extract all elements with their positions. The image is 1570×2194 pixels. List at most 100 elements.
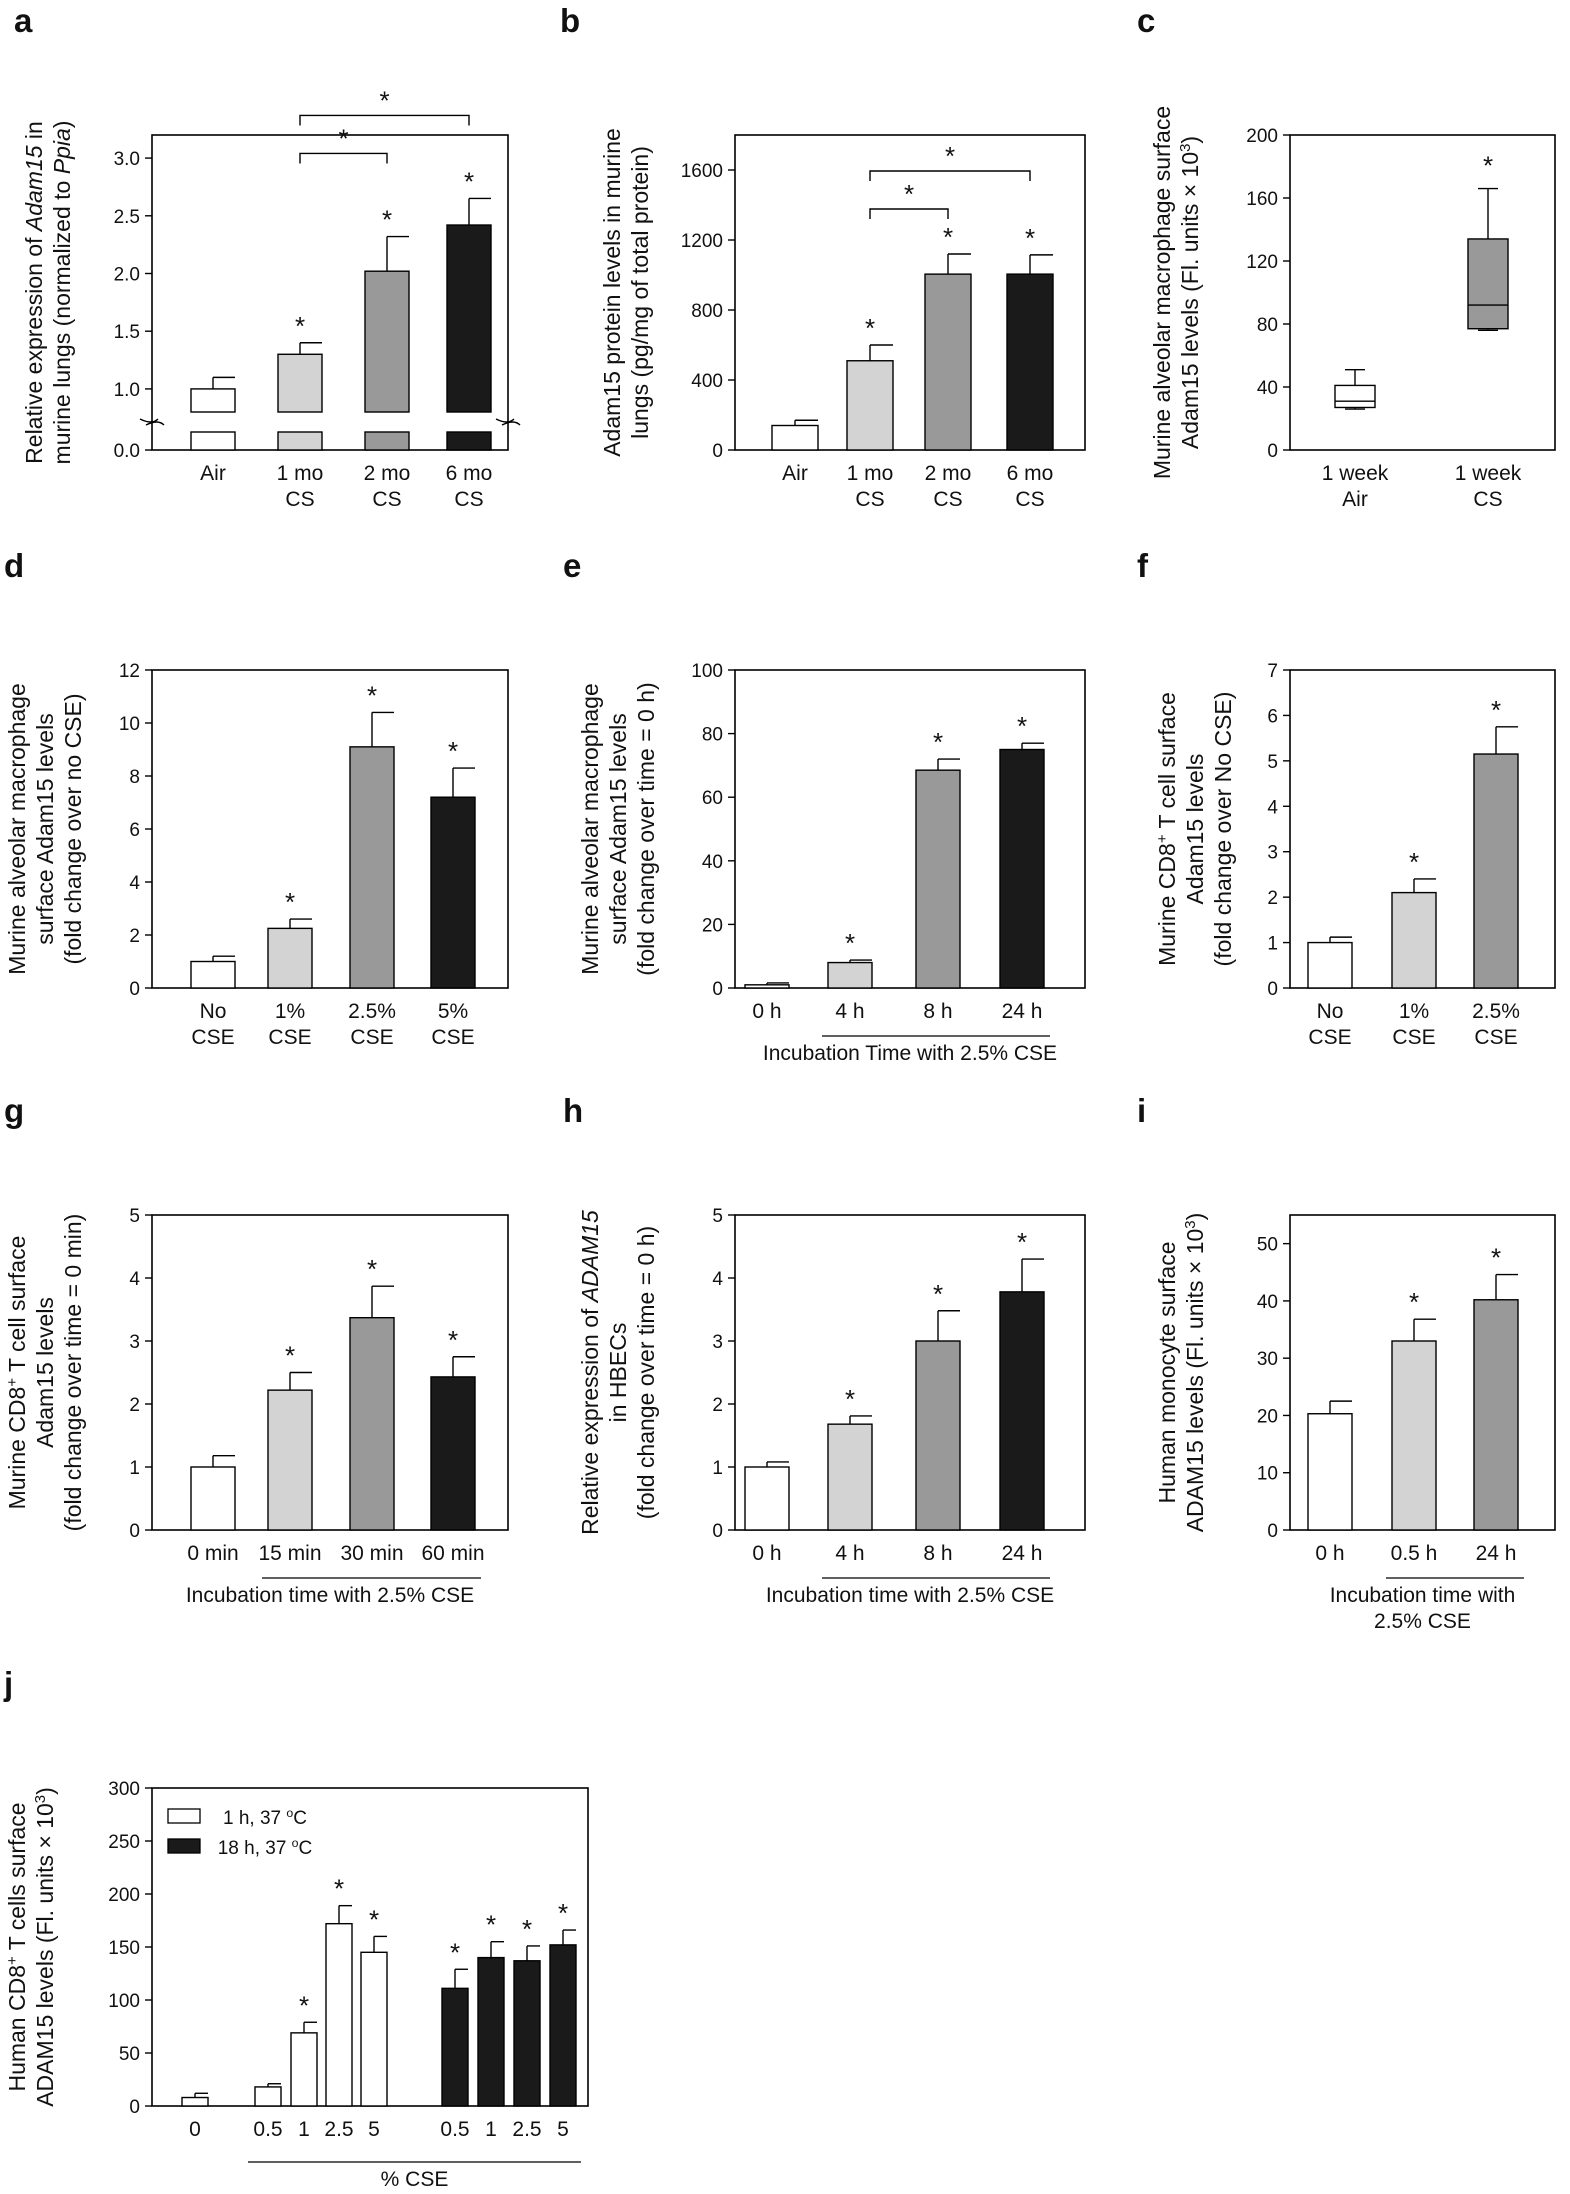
x-category-label: CS [1015,488,1044,511]
significance-star: * [522,1914,532,1944]
y-tick-label: 150 [108,1938,140,1959]
significance-star: * [1491,1243,1501,1273]
y-axis-label: Relative expression of Adam15 in [21,121,47,464]
y-axis-label: lungs (pg/mg of total protein) [627,146,653,439]
bar [267,1389,313,1531]
x-category-label: 0 h [1315,1542,1344,1565]
bar [549,1944,577,2107]
significance-star: * [285,1341,295,1371]
bar [915,1340,961,1531]
x-category-label: 0 h [752,1000,781,1023]
plot-frame [151,1214,509,1531]
bar [999,748,1045,989]
axis-break-mark [145,421,165,426]
significance-star: * [845,928,855,958]
significance-star: * [334,1874,344,1904]
bar [1473,1299,1519,1531]
y-axis-label: Murine CD8+ T cell surface [1154,692,1181,966]
x-category-label: 0 min [187,1542,238,1565]
text-span: Human monocyte surface [1154,1241,1180,1503]
superscript-span: + [4,1378,21,1387]
plot-frame [734,669,1086,989]
legend-swatch [167,1838,201,1854]
superscript-span: 3 [32,1795,49,1803]
x-category-label: 6 mo [1007,462,1054,485]
panel-label: a [14,2,33,39]
plot-frame [151,134,509,451]
x-category-label: CS [372,488,401,511]
significance-star: * [1409,1287,1419,1317]
bar [827,1423,873,1531]
y-tick-label: 120 [1246,252,1278,273]
chart-panel-c: c 0 40 80 120 160 200 * 1 week Air 1 week CS Murine … [1137,2,1556,511]
significance-bracket [299,114,470,126]
bar [349,1316,395,1531]
x-category-label: 60 min [421,1542,484,1565]
x-category-label: 1 week [1455,462,1522,485]
superscript-span: 3 [1177,144,1194,152]
bar [744,984,790,989]
significance-star: * [943,222,953,252]
bar [999,1291,1045,1531]
y-tick-label: 40 [1257,378,1278,399]
x-axis-label: Incubation Time with 2.5% CSE [763,1042,1057,1065]
y-tick-label: 5 [1267,752,1278,773]
significance-star: * [295,311,305,341]
bar [360,1951,388,2107]
y-tick-label: 0 [129,2097,140,2118]
bar [846,360,894,451]
text-span: Murine CD8 [4,1387,30,1510]
bar [1006,273,1054,451]
y-tick-label: 10 [1257,1464,1278,1485]
y-tick-label: 0 [712,979,723,1000]
text-span: Murine alveolar macrophage surface [1149,106,1175,479]
y-tick-label: 5 [712,1206,723,1227]
y-tick-label: 300 [108,1779,140,1800]
bar [924,273,972,451]
y-tick-label: 0 [712,441,723,462]
chart-panel-i: i 0 10 20 30 40 50 * * 0 h 0.5 h 24 h Incubation tim… [1137,1092,1556,1633]
y-tick-label: 8 [129,767,140,788]
y-tick-label: 5 [129,1206,140,1227]
text-span: 18 h, 37 [218,1838,292,1859]
bar [290,2032,318,2107]
x-category-label: 5% [438,1000,468,1023]
y-axis-label: Murine CD8+ T cell surface [4,1236,31,1510]
text-span: ) [49,121,75,129]
y-tick-label: 7 [1267,661,1278,682]
x-category-label: CSE [1308,1026,1351,1049]
bar [325,1922,353,2107]
y-axis-label: Adam15 protein levels in murine [599,128,625,457]
x-category-label: 5 [368,2118,380,2141]
significance-star: * [1483,151,1493,181]
x-category-label: CS [285,488,314,511]
plot-frame [734,134,1086,451]
text-span: Adam15 protein levels in murine [599,128,625,457]
y-tick-label: 200 [1246,126,1278,147]
y-tick-label: 100 [108,1991,140,2012]
y-tick-label: 4 [129,1269,140,1290]
y-tick-label: 3 [1267,843,1278,864]
box-plot [1467,187,1509,331]
bracket-star: * [338,123,348,153]
x-category-label: 24 h [1002,1542,1043,1565]
bar [827,961,873,989]
x-category-label: Air [200,462,226,485]
bar [513,1960,541,2107]
y-axis-label: Relative expression of ADAM15 [577,1210,603,1535]
box [1334,384,1376,409]
y-tick-label: 200 [108,1885,140,1906]
x-category-label: Air [1342,488,1368,511]
x-axis-label: Incubation time with 2.5% CSE [186,1584,474,1607]
bar [771,424,819,451]
y-axis-label: (fold change over no CSE) [60,693,86,964]
axis-break-mark [495,418,515,423]
bar [430,1376,476,1531]
text-span: (fold change over time = 0 h) [633,682,659,975]
x-category-label: CS [933,488,962,511]
x-category-label: 0.5 h [1391,1542,1438,1565]
y-tick-label: 80 [1257,315,1278,336]
y-tick-label: 4 [712,1269,723,1290]
text-span: Murine alveolar macrophage [4,683,30,975]
